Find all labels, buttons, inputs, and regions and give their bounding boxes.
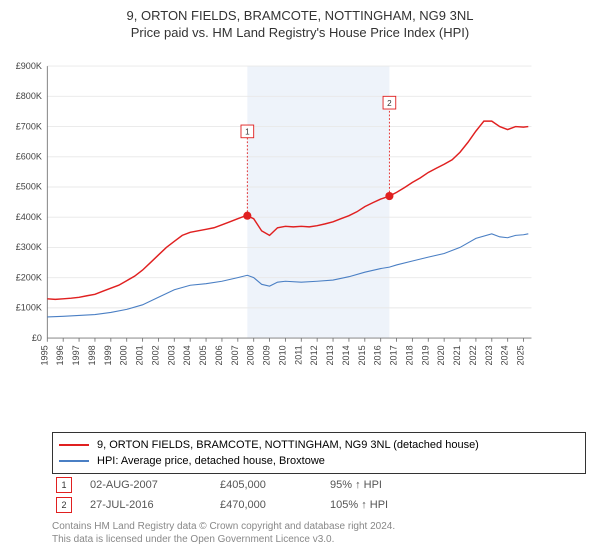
svg-text:2004: 2004 <box>182 345 192 365</box>
svg-text:2025: 2025 <box>516 345 526 365</box>
svg-text:2007: 2007 <box>230 345 240 365</box>
svg-text:2020: 2020 <box>436 345 446 365</box>
sale-hpi: 105% ↑ HPI <box>330 499 440 511</box>
svg-text:£400K: £400K <box>16 212 42 222</box>
legend-label: 9, ORTON FIELDS, BRAMCOTE, NOTTINGHAM, N… <box>97 439 479 451</box>
sale-marker: 1 <box>56 477 72 493</box>
price-chart: £0 £100K £200K £300K £400K £500K £600K £700K £80… <box>2 50 536 395</box>
legend-swatch <box>59 460 89 462</box>
svg-text:2014: 2014 <box>341 345 351 365</box>
svg-text:2002: 2002 <box>150 345 160 365</box>
sale-price: £405,000 <box>220 479 330 491</box>
svg-text:£900K: £900K <box>16 61 42 71</box>
legend-item: 9, ORTON FIELDS, BRAMCOTE, NOTTINGHAM, N… <box>59 437 579 453</box>
svg-text:£0: £0 <box>32 333 42 343</box>
svg-text:2: 2 <box>387 99 392 108</box>
svg-text:£100K: £100K <box>16 303 42 313</box>
sale-row: 1 02-AUG-2007£405,00095% ↑ HPI <box>52 475 440 495</box>
svg-text:1997: 1997 <box>71 345 81 365</box>
chart-subtitle: Price paid vs. HM Land Registry's House … <box>0 25 600 40</box>
svg-text:2003: 2003 <box>166 345 176 365</box>
svg-text:2008: 2008 <box>246 345 256 365</box>
footer-attribution: Contains HM Land Registry data © Crown c… <box>52 520 395 546</box>
svg-text:2022: 2022 <box>468 345 478 365</box>
svg-text:2019: 2019 <box>420 345 430 365</box>
svg-text:1998: 1998 <box>87 345 97 365</box>
footer-line2: This data is licensed under the Open Gov… <box>52 533 395 546</box>
svg-text:2010: 2010 <box>277 345 287 365</box>
svg-text:2009: 2009 <box>262 345 272 365</box>
legend-label: HPI: Average price, detached house, Brox… <box>97 455 325 467</box>
legend: 9, ORTON FIELDS, BRAMCOTE, NOTTINGHAM, N… <box>52 432 586 474</box>
sale-date: 02-AUG-2007 <box>90 479 220 491</box>
svg-text:2018: 2018 <box>404 345 414 365</box>
svg-text:1996: 1996 <box>55 345 65 365</box>
svg-text:2024: 2024 <box>500 345 510 365</box>
svg-text:2021: 2021 <box>452 345 462 365</box>
svg-text:2011: 2011 <box>293 345 303 364</box>
legend-item: HPI: Average price, detached house, Brox… <box>59 453 579 469</box>
svg-text:2015: 2015 <box>357 345 367 365</box>
svg-text:£200K: £200K <box>16 272 42 282</box>
svg-text:1995: 1995 <box>39 345 49 365</box>
sale-price: £470,000 <box>220 499 330 511</box>
svg-text:2006: 2006 <box>214 345 224 365</box>
svg-text:2000: 2000 <box>119 345 129 365</box>
legend-swatch <box>59 444 89 446</box>
svg-text:£600K: £600K <box>16 151 42 161</box>
sale-marker: 2 <box>56 497 72 513</box>
svg-text:2001: 2001 <box>135 345 145 365</box>
svg-text:1999: 1999 <box>103 345 113 365</box>
sale-row: 2 27-JUL-2016£470,000105% ↑ HPI <box>52 495 440 515</box>
svg-text:2016: 2016 <box>373 345 383 365</box>
sale-hpi: 95% ↑ HPI <box>330 479 440 491</box>
svg-text:£500K: £500K <box>16 182 42 192</box>
sale-date: 27-JUL-2016 <box>90 499 220 511</box>
footer-line1: Contains HM Land Registry data © Crown c… <box>52 520 395 533</box>
svg-text:2005: 2005 <box>198 345 208 365</box>
svg-text:2023: 2023 <box>484 345 494 365</box>
svg-text:2012: 2012 <box>309 345 319 365</box>
svg-text:2017: 2017 <box>389 345 399 365</box>
svg-text:£800K: £800K <box>16 91 42 101</box>
svg-text:1: 1 <box>245 128 250 137</box>
svg-text:2013: 2013 <box>325 345 335 365</box>
svg-text:£300K: £300K <box>16 242 42 252</box>
svg-text:£700K: £700K <box>16 121 42 131</box>
chart-title-address: 9, ORTON FIELDS, BRAMCOTE, NOTTINGHAM, N… <box>0 8 600 23</box>
sales-table: 1 02-AUG-2007£405,00095% ↑ HPI 2 27-JUL-201… <box>52 475 440 515</box>
